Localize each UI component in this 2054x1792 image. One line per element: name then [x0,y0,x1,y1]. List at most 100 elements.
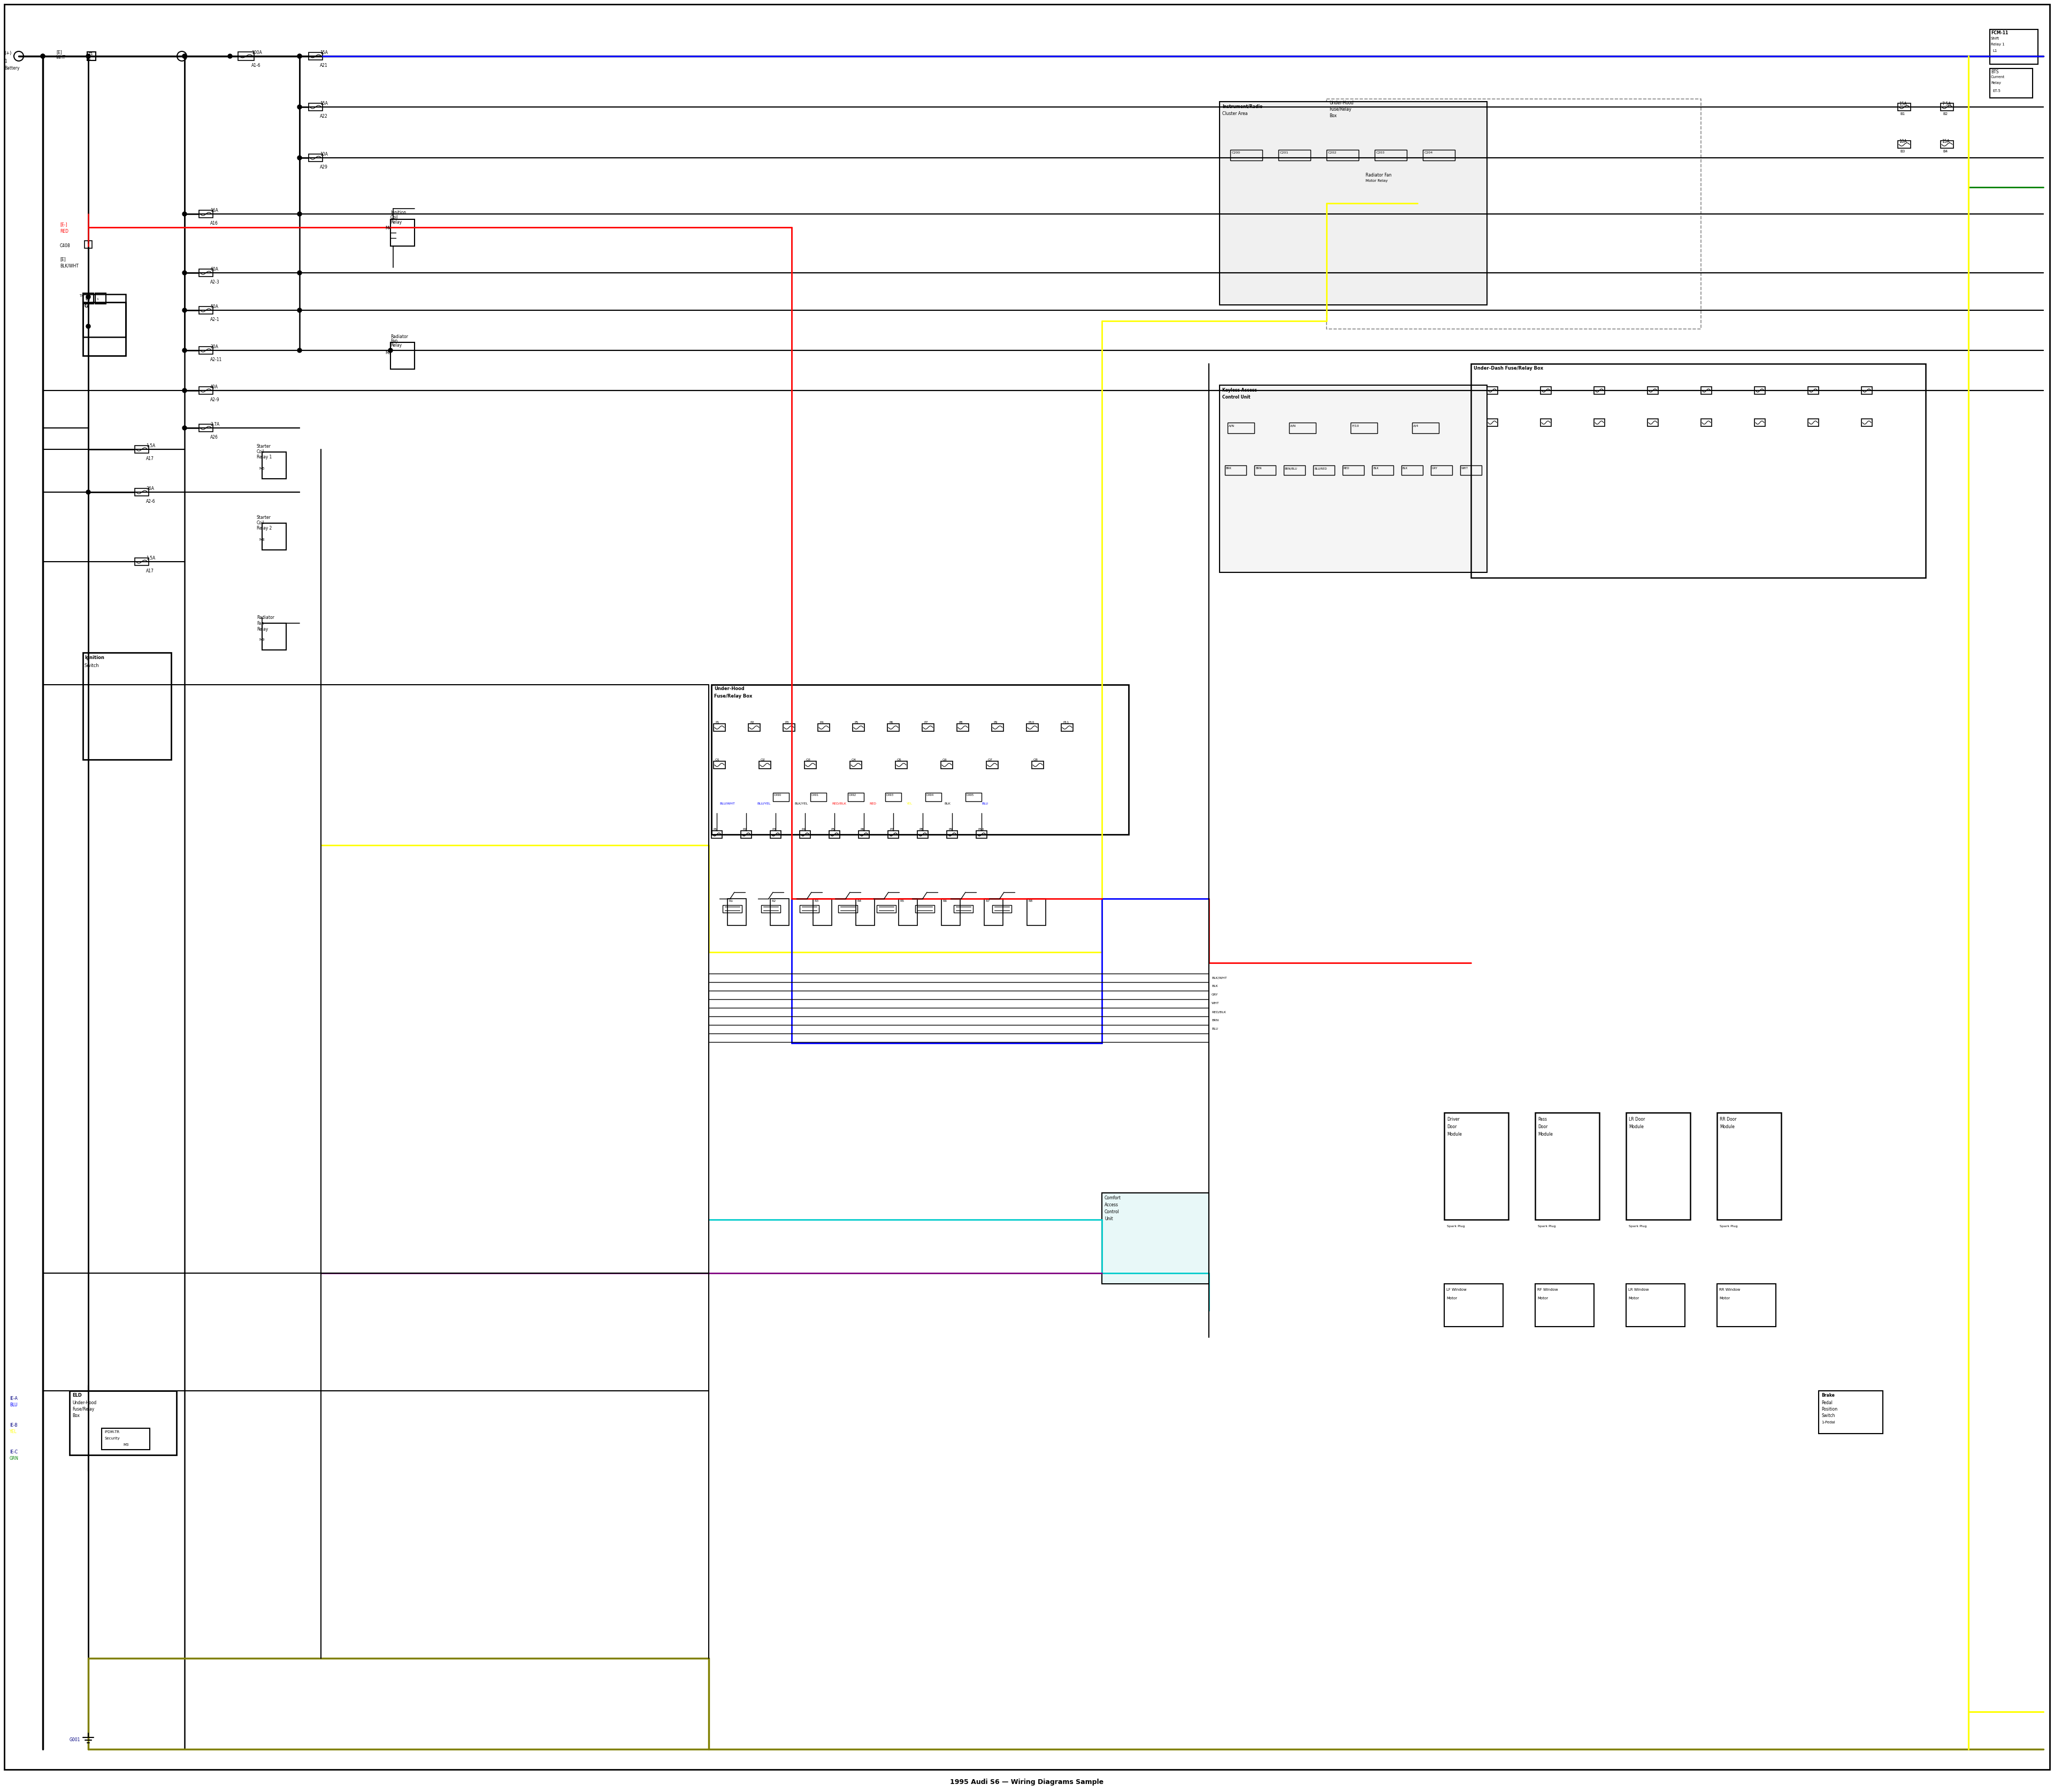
Text: Position: Position [1822,1407,1838,1412]
Text: A17: A17 [146,568,154,573]
Text: FCM-11: FCM-11 [1990,30,2009,36]
Text: A2-11: A2-11 [210,357,222,362]
Text: RED: RED [60,229,68,233]
Bar [199,269,214,276]
Bar [1701,387,1711,394]
Text: Fuse/Relay Box: Fuse/Relay Box [715,694,752,699]
Text: 1: 1 [86,242,88,244]
Text: GRN: GRN [10,1457,18,1460]
Bar [1278,151,1310,161]
Text: Q4: Q4 [852,758,857,762]
Bar [1941,142,1953,149]
Text: 1: 1 [4,59,6,65]
Text: M3: M3 [123,1443,129,1446]
Bar [1327,99,1701,330]
Text: R2: R2 [772,900,776,903]
Text: Q3: Q3 [805,758,811,762]
Text: 1.5A: 1.5A [146,556,156,561]
Text: Fuse/Relay: Fuse/Relay [72,1407,94,1412]
Bar [1861,419,1871,426]
Bar [992,905,1011,912]
Text: A/4: A/4 [1413,425,1419,426]
Text: Starter: Starter [257,444,271,448]
Bar [885,792,902,801]
Text: BLK: BLK [1403,468,1407,470]
Circle shape [298,211,302,217]
Circle shape [41,54,45,59]
Circle shape [183,308,187,312]
Circle shape [183,211,187,217]
Text: A17: A17 [146,457,154,461]
Text: Q6: Q6 [943,758,947,762]
Bar [94,294,107,305]
Text: YEL: YEL [10,1430,16,1434]
Text: Instrument/Radio: Instrument/Radio [1222,104,1263,109]
Bar [1031,762,1043,769]
Text: WHT: WHT [1460,468,1469,470]
Text: BLK/WHT: BLK/WHT [60,263,78,269]
Text: A2-9: A2-9 [210,398,220,401]
Circle shape [228,54,232,59]
Text: Comfort: Comfort [1105,1195,1121,1201]
Text: RED/BLK: RED/BLK [832,803,846,805]
Bar [1898,104,1910,111]
Text: T4: T4 [80,294,84,297]
Text: 16A: 16A [210,208,218,213]
Text: Module: Module [1719,1124,1734,1129]
Bar [1754,419,1764,426]
Bar [887,724,900,731]
Circle shape [298,156,302,159]
Text: 1.5A: 1.5A [146,443,156,448]
Text: L1: L1 [1992,48,1996,52]
Bar [1352,423,1378,434]
Text: Pedal: Pedal [1822,1400,1832,1405]
Text: P8: P8 [918,828,922,831]
Text: Switch: Switch [84,663,99,668]
Text: 1995 Audi S6 — Wiring Diagrams Sample: 1995 Audi S6 — Wiring Diagrams Sample [951,1779,1103,1785]
Text: Relay: Relay [390,220,403,224]
Text: RF Window: RF Window [1536,1288,1557,1292]
Bar [1364,172,1417,213]
Text: 15A: 15A [320,50,329,56]
Text: Motor: Motor [1536,1297,1549,1299]
Text: Motor: Motor [1446,1297,1456,1299]
Text: 60A: 60A [210,267,218,272]
Bar [1627,1113,1690,1220]
Text: Under-Hood: Under-Hood [1329,100,1354,106]
Bar [916,905,935,912]
Bar [199,425,214,432]
Text: Relay 1: Relay 1 [257,455,271,459]
Bar [896,762,908,769]
Bar [770,831,781,839]
Text: Q7: Q7 [988,758,992,762]
Text: Ignition: Ignition [84,656,105,659]
Bar [1374,151,1407,161]
Text: C201: C201 [1280,151,1288,154]
Text: Keyless Access: Keyless Access [1222,387,1257,392]
Bar [926,792,941,801]
Circle shape [183,271,187,274]
Text: Q8: Q8 [1033,758,1037,762]
Text: BRN: BRN [1212,1020,1218,1021]
Text: 100A: 100A [251,50,263,56]
Text: C202: C202 [1329,151,1337,154]
Bar [799,831,811,839]
Text: Fan: Fan [390,339,398,344]
Bar [1460,466,1481,475]
Text: A/N: A/N [1290,425,1296,426]
Text: M8: M8 [259,538,265,541]
Text: Motor: Motor [1629,1297,1639,1299]
Text: RED/BLK: RED/BLK [1212,1011,1226,1012]
Text: C204: C204 [1423,151,1434,154]
Text: Radiator Fan: Radiator Fan [1366,172,1391,177]
Text: 1-Pedal: 1-Pedal [1822,1421,1834,1425]
Bar [82,294,94,305]
Bar [263,624,286,650]
Text: BLU/YEL: BLU/YEL [756,803,770,805]
Bar [723,905,741,912]
Text: 10A: 10A [1898,140,1906,143]
Text: Coil: Coil [257,520,265,525]
Text: R8: R8 [1029,900,1033,903]
Bar [1540,387,1551,394]
Bar [1818,1391,1884,1434]
